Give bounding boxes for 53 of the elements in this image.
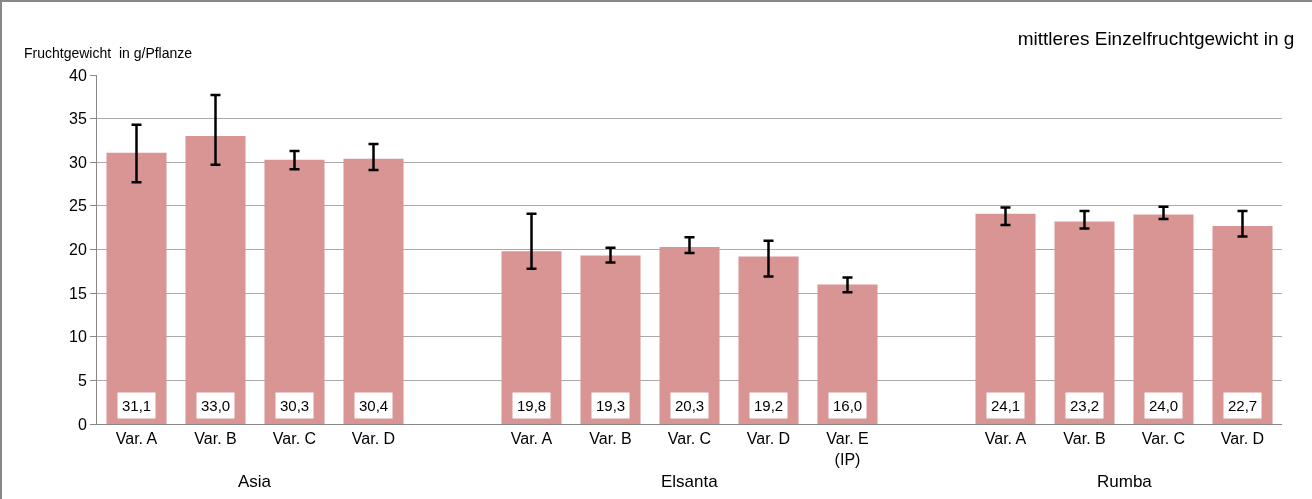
bar xyxy=(106,152,167,424)
data-label: 19,2 xyxy=(754,397,784,414)
data-label: 33,0 xyxy=(201,397,231,414)
chart-title: mittleres Einzelfruchtgewicht in g xyxy=(1017,28,1295,50)
y-tick-label: 35 xyxy=(69,110,87,128)
text: Asia xyxy=(238,472,272,491)
bar xyxy=(659,246,720,424)
y-tick-label: 15 xyxy=(69,284,87,302)
data-label: 30,4 xyxy=(359,397,389,414)
bar xyxy=(580,255,641,424)
bar xyxy=(185,136,246,424)
bar xyxy=(264,159,325,424)
bar xyxy=(738,256,799,424)
data-label: 16,0 xyxy=(833,397,863,414)
y-tick-label: 25 xyxy=(69,197,87,215)
x-tick-label: Var. E (IP) xyxy=(826,430,869,468)
data-label: 20,3 xyxy=(675,397,705,414)
x-tick-label: Var. C xyxy=(667,430,712,448)
y-tick-label: 20 xyxy=(69,241,87,259)
y-tick-label: 10 xyxy=(69,328,87,346)
data-label: 24,0 xyxy=(1149,397,1179,414)
x-tick-label: Var. A xyxy=(115,430,158,448)
text: Rumba xyxy=(1097,472,1153,491)
y-tick-label: 0 xyxy=(77,415,87,433)
x-tick-label: Var. B xyxy=(194,430,237,448)
y-tick-label: 30 xyxy=(69,153,87,171)
x-tick-label: Var. A xyxy=(510,430,553,448)
x-tick-label: Var. A xyxy=(984,430,1027,448)
x-tick-label: Var. C xyxy=(272,430,317,448)
y-tick-label: 40 xyxy=(69,66,87,84)
text: Elsanta xyxy=(661,472,719,491)
x-tick-label: Var. D xyxy=(746,430,791,448)
bar xyxy=(817,284,878,424)
bar xyxy=(1133,214,1194,424)
data-label: 23,2 xyxy=(1070,397,1100,414)
data-label: 24,1 xyxy=(991,397,1021,414)
y-axis-title: Fruchtgewicht in g/Pflanze xyxy=(24,45,193,61)
data-label: 19,8 xyxy=(517,397,547,414)
y-tick-label: 5 xyxy=(77,371,87,389)
x-tick-label: Var. C xyxy=(1141,430,1186,448)
bar xyxy=(501,251,562,424)
x-tick-label: Var. D xyxy=(351,430,396,448)
x-tick-label: Var. B xyxy=(589,430,632,448)
bar xyxy=(343,158,404,424)
x-tick-label: Var. D xyxy=(1220,430,1265,448)
bar xyxy=(1212,225,1273,424)
data-label: 22,7 xyxy=(1228,397,1258,414)
bar xyxy=(1054,221,1115,424)
data-label: 31,1 xyxy=(122,397,152,414)
x-tick-label: Var. B xyxy=(1063,430,1106,448)
data-label: 30,3 xyxy=(280,397,310,414)
data-label: 19,3 xyxy=(596,397,626,414)
bar xyxy=(975,213,1036,424)
